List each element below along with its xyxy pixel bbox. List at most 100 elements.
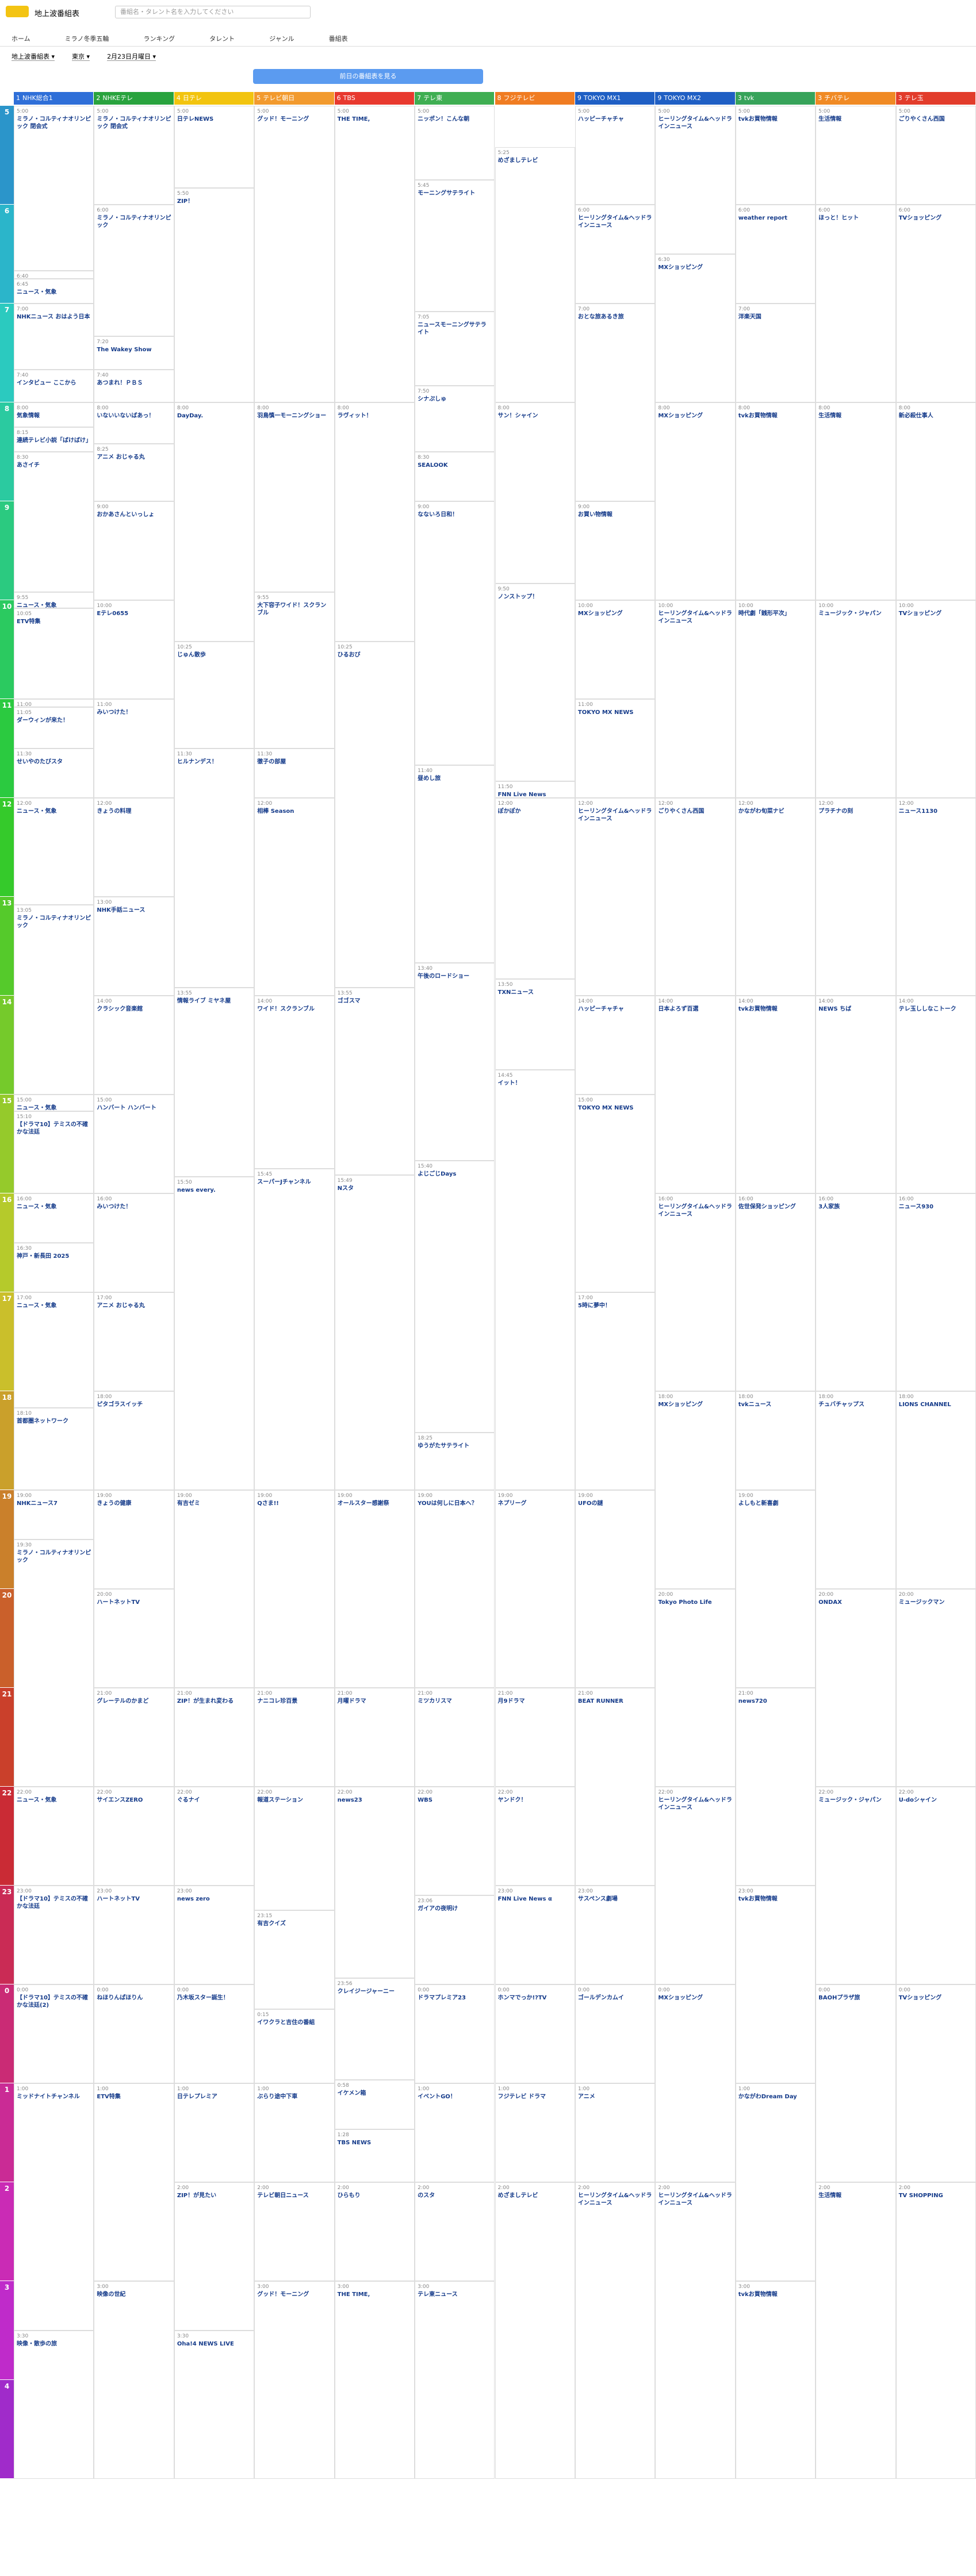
program[interactable]: 14:00 ハッピーチャチャ (575, 996, 656, 1095)
program[interactable]: 6:00 ヒーリングタイム&ヘッドラインニュース (575, 205, 656, 304)
program[interactable]: 5:00 ニッポン！こんな朝 (415, 106, 495, 180)
program[interactable]: 5:00 ミラノ・コルティナオリンピック 閉会式 (94, 106, 174, 205)
program[interactable]: 16:30 神戸・新長田 2025 (14, 1243, 94, 1292)
program[interactable]: 23:00 ハートネットTV (94, 1886, 174, 1984)
channel-header[interactable]: 3 チバテレ (816, 92, 896, 105)
program[interactable]: 11:00 みいつけた！ (94, 699, 174, 798)
nav-link[interactable]: ランキング (143, 35, 175, 43)
program[interactable]: 23:00 FNN Live News α (495, 1886, 575, 1984)
program[interactable]: 15:00 TOKYO MX NEWS (575, 1095, 656, 1292)
program[interactable]: 18:25 ゆうがたサテライト (415, 1432, 495, 1490)
program[interactable]: 11:30 徹子の部屋 (254, 748, 335, 798)
program[interactable]: 13:05 ミラノ・コルティナオリンピック (14, 905, 94, 1095)
program[interactable]: 0:00 ホンマでっか!?TV (495, 1984, 575, 2083)
channel-header[interactable]: 3 tvk (735, 92, 816, 105)
program[interactable]: 6:40気象情報 (14, 270, 94, 279)
program[interactable]: 18:10 首都圏ネットワーク (14, 1407, 94, 1490)
nav-link[interactable]: タレント (209, 35, 235, 43)
program[interactable]: 22:00 ニュース・気象 (14, 1787, 94, 1886)
program[interactable]: 7:00 洋楽天国 (735, 304, 816, 402)
program[interactable]: 6:00 TVショッピング (895, 205, 976, 402)
program[interactable]: 10:00 MXショッピング (575, 600, 656, 699)
program[interactable]: 8:00 気象情報 (14, 402, 94, 427)
program[interactable]: 19:00 有吉ゼミ (174, 1490, 255, 1688)
program[interactable]: 16:00 ヒーリングタイム&ヘッドラインニュース (655, 1193, 736, 1391)
program[interactable]: 0:00 乃木坂スター誕生！ (174, 1984, 255, 2083)
program[interactable]: 12:00 かながわ旬菜ナビ (735, 798, 816, 996)
program[interactable]: 11:50 FNN Live News (495, 781, 575, 798)
program[interactable]: 16:00 3人家族 (816, 1193, 896, 1391)
program[interactable]: 8:00 DayDay. (174, 402, 255, 642)
program[interactable]: 9:00 なないろ日和！ (415, 501, 495, 765)
program[interactable]: 5:00 THE TIME, (334, 106, 415, 402)
program[interactable]: 1:00 ミッドナイトチャンネル (14, 2083, 94, 2331)
program[interactable]: 8:25 アニメ おじゃる丸 (94, 443, 174, 501)
program[interactable]: 5:00 日テレNEWS (174, 106, 255, 189)
program[interactable]: 0:15 イワクラと吉住の番組 (254, 2009, 335, 2083)
program[interactable]: 22:00 news23 (334, 1787, 415, 1978)
channel-header[interactable]: 1 NHK総合1 (14, 92, 94, 105)
program[interactable]: 14:00 テレ玉ししなこトーク (895, 996, 976, 1193)
program[interactable]: 22:00 ぐるナイ (174, 1787, 255, 1886)
program[interactable]: 12:00 プラチナの刻 (816, 798, 896, 996)
program[interactable]: 1:00 ぶらり途中下車 (254, 2083, 335, 2182)
program[interactable]: 22:00 ヤンドク！ (495, 1787, 575, 1886)
program[interactable]: 14:00 日本よろず百選 (655, 996, 736, 1193)
program[interactable]: 7:20 The Wakey Show (94, 336, 174, 370)
program[interactable]: 14:00 ワイド！スクランブル (254, 996, 335, 1169)
program[interactable]: 18:00 MXショッピング (655, 1391, 736, 1589)
program[interactable]: 2:00 ヒーリングタイム&ヘッドラインニュース (655, 2182, 736, 2479)
program[interactable]: 5:00 グッド！モーニング (254, 106, 335, 402)
program[interactable]: 23:00 news zero (174, 1886, 255, 1984)
program[interactable]: 21:00 ミツカリスマ (415, 1688, 495, 1787)
program[interactable]: 21:00 月曜ドラマ (334, 1688, 415, 1787)
prev-day-button[interactable]: 前日の番組表を見る (253, 69, 483, 84)
program[interactable]: 22:00 ミュージック・ジャパン (816, 1787, 896, 1984)
program[interactable]: 6:00 ミラノ・コルティナオリンピック (94, 205, 174, 337)
program[interactable]: 2:00 めざましテレビ (495, 2182, 575, 2479)
program[interactable]: 3:30 映像・散歩の旅 (14, 2331, 94, 2479)
program[interactable]: 0:00 ねほりんぱほりん (94, 1984, 174, 2083)
program[interactable]: 7:40 あつまれ！ＰＢＳ (94, 369, 174, 402)
program[interactable]: 0:58 イケメン箱 (334, 2080, 415, 2130)
program[interactable]: 19:00 NHKニュース7 (14, 1490, 94, 1540)
program[interactable]: 5:45 モーニングサテライト (415, 180, 495, 312)
program[interactable]: 16:00 ニュース・気象 (14, 1193, 94, 1243)
channel-header[interactable]: 9 TOKYO MX1 (575, 92, 656, 105)
program[interactable]: 1:00 かながわDream Day (735, 2083, 816, 2281)
program[interactable]: 14:00 クラシック音楽館 (94, 996, 174, 1095)
program[interactable]: 15:49 Nスタ (334, 1175, 415, 1490)
program[interactable]: 8:00 サン！シャイン (495, 402, 575, 584)
program[interactable]: 5:00 ミラノ・コルティナオリンピック 閉会式 (14, 106, 94, 271)
channel-header[interactable]: 4 日テレ (174, 92, 255, 105)
program[interactable]: 5:50 ZIP！ (174, 188, 255, 402)
program[interactable]: 21:00 BEAT RUNNER (575, 1688, 656, 1886)
program[interactable]: 15:00 ハンバート ハンバート (94, 1095, 174, 1193)
program[interactable]: 0:00 ゴールデンカムイ (575, 1984, 656, 2083)
program[interactable]: 19:00 きょうの健康 (94, 1490, 174, 1589)
nav-link[interactable]: ミラノ冬季五輪 (64, 35, 109, 43)
program[interactable]: 21:00 ZIP！が生まれ変わる (174, 1688, 255, 1787)
program[interactable]: 2:00 ヒーリングタイム&ヘッドラインニュース (575, 2182, 656, 2479)
program[interactable]: 22:00 報道ステーション (254, 1787, 335, 1910)
program[interactable]: 23:56 クレイジージャーニー (334, 1978, 415, 2080)
program[interactable]: 8:00 ラヴィット！ (334, 402, 415, 642)
program[interactable]: 16:00 ニュース930 (895, 1193, 976, 1391)
program[interactable]: 12:00 ニュース・気象 (14, 798, 94, 905)
program[interactable]: 12:00 ヒーリングタイム&ヘッドラインニュース (575, 798, 656, 996)
program[interactable]: 13:40 午後のロードショー (415, 962, 495, 1161)
program[interactable]: 19:00 Qさま!! (254, 1490, 335, 1688)
program[interactable]: 23:00 tvkお買物情報 (735, 1886, 816, 2083)
program[interactable]: 7:05 ニュースモーニングサテライト (415, 312, 495, 386)
program[interactable]: 0:00 【ドラマ10】テミスの不確かな法廷(2) (14, 1984, 94, 2083)
program[interactable]: 0:00 TVショッピング (895, 1984, 976, 2182)
program[interactable]: 12:00 ニュース1130 (895, 798, 976, 996)
program[interactable]: 8:00 tvkお買物情報 (735, 402, 816, 600)
program[interactable]: 1:28 TBS NEWS (334, 2129, 415, 2182)
program[interactable]: 11:40 昼めし旅 (415, 765, 495, 963)
program[interactable]: 10:25 じゅん散歩 (174, 641, 255, 748)
program[interactable]: 1:00 フジテレビ ドラマ (495, 2083, 575, 2182)
program[interactable]: 19:30 ミラノ・コルティナオリンピック (14, 1540, 94, 1787)
channel-header[interactable]: 9 TOKYO MX2 (655, 92, 736, 105)
